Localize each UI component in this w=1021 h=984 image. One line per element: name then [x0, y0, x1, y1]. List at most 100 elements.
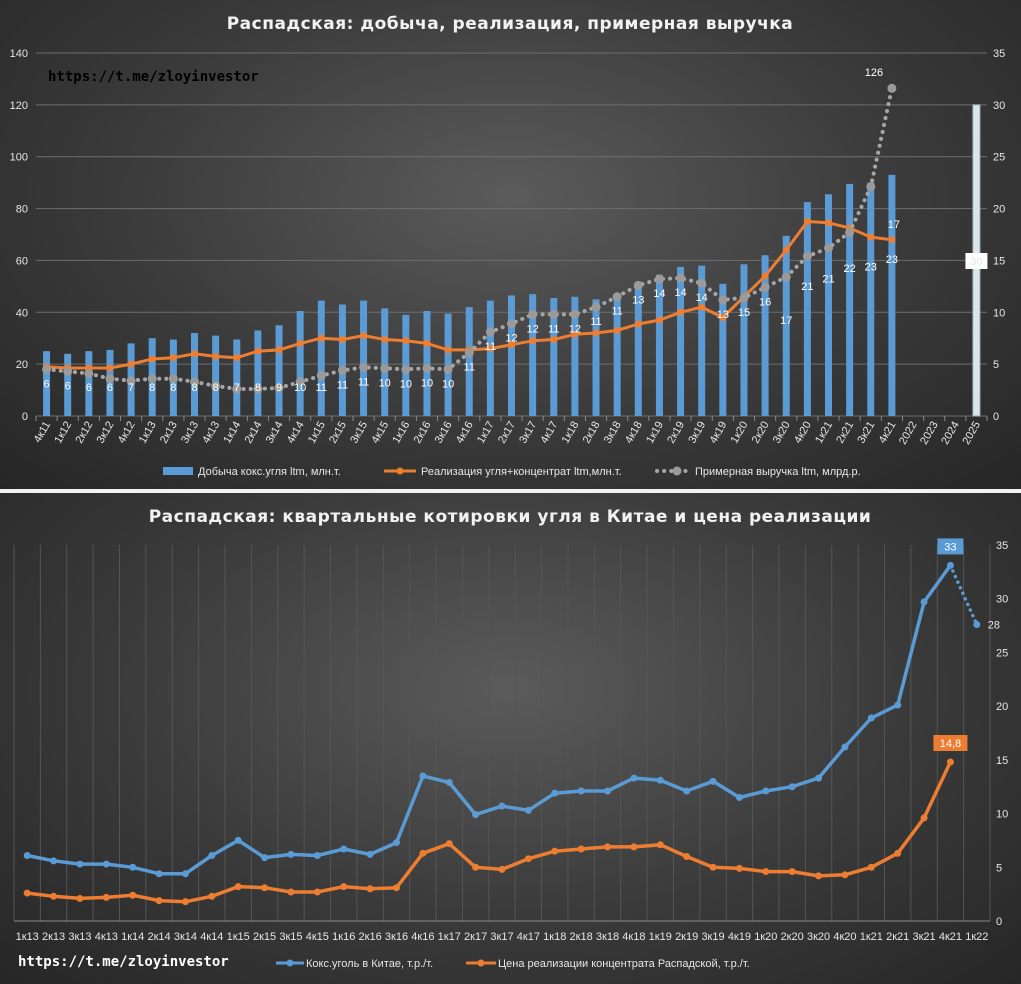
x-tick-label: 2к16 [412, 420, 434, 446]
x-tick-label: 1к14 [221, 420, 243, 446]
bar [338, 304, 346, 416]
x-tick-label: 2к15 [253, 931, 276, 943]
x-tick-label: 1к15 [306, 420, 328, 446]
revenue-point [718, 295, 728, 305]
channel-url[interactable]: https://t.me/zloyinvestor [18, 954, 229, 970]
bar [254, 330, 262, 416]
x-tick-label: 2к12 [73, 420, 95, 446]
china-coal-point [366, 850, 374, 858]
x-tick-label: 4к17 [538, 420, 560, 446]
revenue-point [63, 366, 73, 376]
revenue-point [802, 251, 812, 261]
sale-price-point [524, 855, 532, 863]
bar [444, 313, 452, 416]
bar [296, 310, 304, 416]
data-label-box [937, 538, 964, 555]
sale-price-point [129, 891, 137, 899]
sales-point [169, 354, 177, 362]
sales-point [888, 236, 896, 244]
data-label: 30 [970, 256, 982, 268]
revenue-point [337, 365, 347, 375]
sales-point [106, 364, 114, 372]
price-chart: Распадская: квартальные котировки угля в… [13, 507, 1008, 970]
legend-swatch [286, 959, 294, 967]
x-tick-label: 3к18 [596, 931, 619, 943]
x-tick-label: 3к16 [385, 931, 408, 943]
x-tick-label: 1к12 [52, 420, 74, 446]
sales-point [296, 339, 304, 347]
bar [43, 351, 51, 416]
production-chart: Распадская: добыча, реализация, примерна… [10, 14, 1006, 478]
x-tick-label: 4к11 [32, 420, 54, 445]
sale-price-point [419, 849, 427, 857]
x-tick-label: 1к18 [543, 931, 566, 943]
bar [740, 264, 748, 416]
legend-swatch [396, 467, 404, 475]
china-coal-point [841, 743, 849, 751]
bar [677, 266, 685, 416]
china-coal-point [445, 778, 453, 786]
x-tick-label: 1к21 [813, 420, 835, 446]
revenue-point [507, 319, 516, 329]
sales-point [233, 354, 241, 362]
sale-price-point [445, 840, 453, 848]
x-tick-label: 4к16 [411, 931, 434, 943]
data-label: 11 [485, 341, 496, 353]
data-label: 33 [944, 541, 956, 553]
sale-price-point [551, 847, 559, 855]
sales-point [613, 326, 621, 334]
y2-tick-label: 10 [993, 307, 1005, 319]
legend-swatch [163, 467, 193, 475]
china-coal-point [129, 863, 137, 871]
x-tick-label: 3к20 [771, 420, 793, 446]
china-coal-point [261, 854, 269, 862]
data-label: 6 [86, 382, 92, 394]
x-tick-label: 3к19 [686, 420, 708, 446]
legend-label: Реализация угля+концентрат ltm,млн.т. [421, 466, 622, 478]
x-tick-label: 2к14 [243, 420, 265, 446]
bar [613, 294, 621, 416]
revenue-point [739, 293, 749, 303]
china-coal-point [524, 806, 532, 814]
china-coal-point [392, 839, 400, 847]
china-coal-point [788, 783, 796, 791]
sale-price-point [261, 884, 269, 892]
china-coal-point [867, 714, 875, 722]
sale-price-point [313, 888, 321, 896]
x-tick-label: 1к13 [16, 931, 39, 943]
x-tick-label: 4к13 [200, 420, 222, 446]
china-coal-point [208, 851, 216, 859]
sale-price-point [630, 843, 638, 851]
y2-tick-label: 5 [993, 359, 999, 371]
data-label: 12 [527, 323, 539, 335]
sale-price-point [946, 758, 954, 766]
revenue-point [274, 383, 284, 393]
x-tick-label: 2022 [897, 420, 920, 447]
x-tick-label: 3к19 [701, 931, 724, 943]
bar [317, 300, 325, 416]
x-tick-label: 4к18 [622, 931, 645, 943]
x-tick-label: 3к14 [174, 931, 197, 943]
data-label: 14 [674, 287, 686, 299]
sales-point [592, 329, 600, 337]
y2-tick-label: 15 [993, 255, 1005, 267]
x-tick-label: 3к16 [433, 420, 455, 446]
revenue-point [422, 363, 432, 373]
data-label: 10 [400, 378, 412, 390]
sales-point [148, 355, 156, 363]
y-tick-label: 35 [996, 540, 1008, 552]
data-label: 126 [865, 67, 883, 79]
data-label: 21 [801, 281, 813, 293]
legend-swatch [672, 466, 682, 476]
channel-url[interactable]: https://t.me/zloyinvestor [48, 69, 259, 85]
revenue-point [359, 362, 369, 372]
y-tick-label: 60 [16, 255, 28, 267]
y-tick-label: 15 [996, 755, 1008, 767]
china-coal-point [472, 811, 480, 819]
revenue-point [866, 182, 876, 192]
sales-point [212, 352, 220, 360]
china-coal-point [709, 777, 717, 785]
china-coal-point [973, 620, 981, 628]
x-tick-label: 2к21 [834, 420, 856, 446]
data-label: 17 [780, 315, 792, 327]
